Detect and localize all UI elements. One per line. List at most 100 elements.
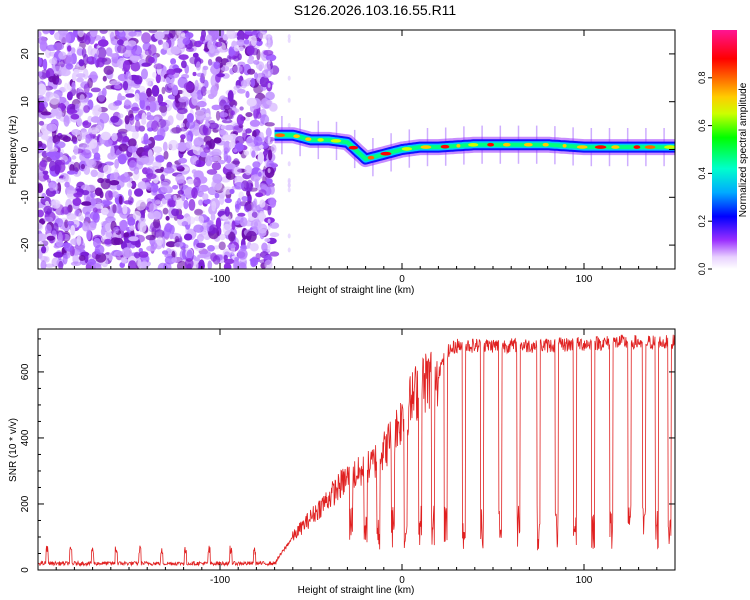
noise-speckle	[207, 58, 213, 66]
noise-speckle	[109, 80, 121, 86]
noise-speckle	[154, 229, 165, 239]
noise-speckle	[90, 211, 99, 221]
noise-speckle	[97, 171, 104, 179]
gap-speckle	[267, 246, 271, 252]
noise-speckle	[153, 217, 161, 229]
ridge-hotspot	[440, 144, 450, 149]
noise-speckle	[231, 220, 236, 231]
noise-speckle	[100, 220, 112, 227]
noise-speckle	[122, 60, 131, 73]
noise-speckle	[177, 142, 187, 152]
noise-speckle	[70, 261, 82, 267]
noise-speckle	[63, 115, 70, 127]
noise-speckle	[180, 122, 185, 128]
noise-speckle	[178, 54, 189, 60]
noise-speckle	[65, 33, 71, 43]
noise-speckle	[141, 112, 147, 124]
ridge-hotspot	[503, 142, 511, 147]
noise-speckle	[139, 98, 145, 110]
noise-speckle	[45, 200, 50, 206]
noise-speckle	[200, 86, 207, 97]
noise-speckle	[52, 66, 63, 72]
y-tick-label: 10	[20, 96, 31, 108]
noise-speckle	[84, 35, 91, 45]
noise-speckle	[257, 171, 262, 177]
noise-speckle	[86, 222, 97, 231]
noise-speckle	[218, 241, 226, 251]
noise-speckle	[236, 197, 242, 210]
gap-speckle	[287, 182, 291, 188]
noise-speckle	[176, 214, 184, 220]
noise-speckle	[195, 61, 201, 71]
colorbar-tick-label: 0.4	[697, 167, 707, 180]
noise-speckle	[170, 58, 177, 65]
gap-speckle	[287, 187, 291, 193]
noise-speckle	[127, 72, 132, 85]
noise-speckle	[113, 251, 124, 256]
noise-speckle	[95, 202, 104, 210]
ridge-hotspot	[562, 144, 567, 148]
noise-speckle	[49, 93, 60, 105]
noise-speckle	[127, 260, 137, 269]
noise-speckle	[94, 244, 105, 255]
noise-speckle	[143, 133, 149, 145]
ridge-hotspot	[456, 144, 461, 148]
noise-speckle	[67, 189, 78, 194]
noise-speckle	[103, 65, 114, 76]
noise-speckle	[234, 182, 245, 190]
noise-speckle	[178, 157, 188, 164]
ridge-hotspot	[275, 133, 285, 137]
noise-speckle	[192, 71, 197, 77]
noise-speckle	[255, 39, 263, 47]
ridge-hotspot	[330, 139, 342, 143]
noise-speckle	[134, 240, 141, 248]
noise-speckle	[110, 185, 118, 191]
noise-speckle	[120, 256, 128, 264]
noise-speckle	[63, 174, 69, 182]
ridge-hotspot	[367, 155, 375, 160]
noise-speckle	[154, 168, 164, 173]
noise-speckle	[260, 114, 270, 125]
noise-speckle	[76, 117, 83, 127]
noise-speckle	[245, 128, 252, 134]
noise-speckle	[267, 204, 272, 216]
noise-speckle	[76, 77, 84, 83]
noise-speckle	[129, 55, 141, 61]
y-tick-label: 20	[20, 48, 31, 60]
snr-line	[38, 334, 675, 567]
noise-speckle	[46, 44, 57, 51]
noise-speckle	[163, 167, 175, 174]
noise-speckle	[251, 211, 258, 218]
noise-speckle	[96, 47, 107, 59]
noise-speckle	[266, 160, 275, 170]
gap-speckle	[267, 136, 271, 142]
noise-speckle	[83, 83, 90, 94]
noise-speckle	[206, 169, 218, 175]
noise-speckle	[258, 213, 267, 221]
noise-speckle	[112, 204, 117, 214]
snr-plot-area	[38, 334, 675, 567]
noise-speckle	[70, 113, 80, 120]
noise-speckle	[43, 256, 50, 263]
noise-speckle	[215, 41, 223, 48]
noise-speckle	[38, 160, 47, 172]
noise-speckle	[100, 131, 111, 141]
noise-speckle	[58, 96, 67, 104]
noise-speckle	[197, 253, 208, 259]
noise-speckle	[203, 146, 211, 153]
noise-speckle	[59, 59, 65, 68]
noise-speckle	[73, 191, 83, 198]
noise-speckle	[78, 255, 86, 261]
noise-speckle	[38, 140, 43, 147]
noise-speckle	[240, 79, 248, 89]
noise-speckle	[219, 233, 226, 241]
noise-speckle	[93, 152, 101, 161]
noise-speckle	[166, 198, 174, 208]
noise-speckle	[71, 155, 77, 160]
noise-speckle	[194, 40, 202, 48]
noise-speckle	[76, 234, 82, 246]
noise-speckle	[213, 61, 221, 70]
noise-speckle	[155, 155, 165, 163]
noise-speckle	[114, 158, 119, 169]
noise-speckle	[49, 151, 61, 161]
